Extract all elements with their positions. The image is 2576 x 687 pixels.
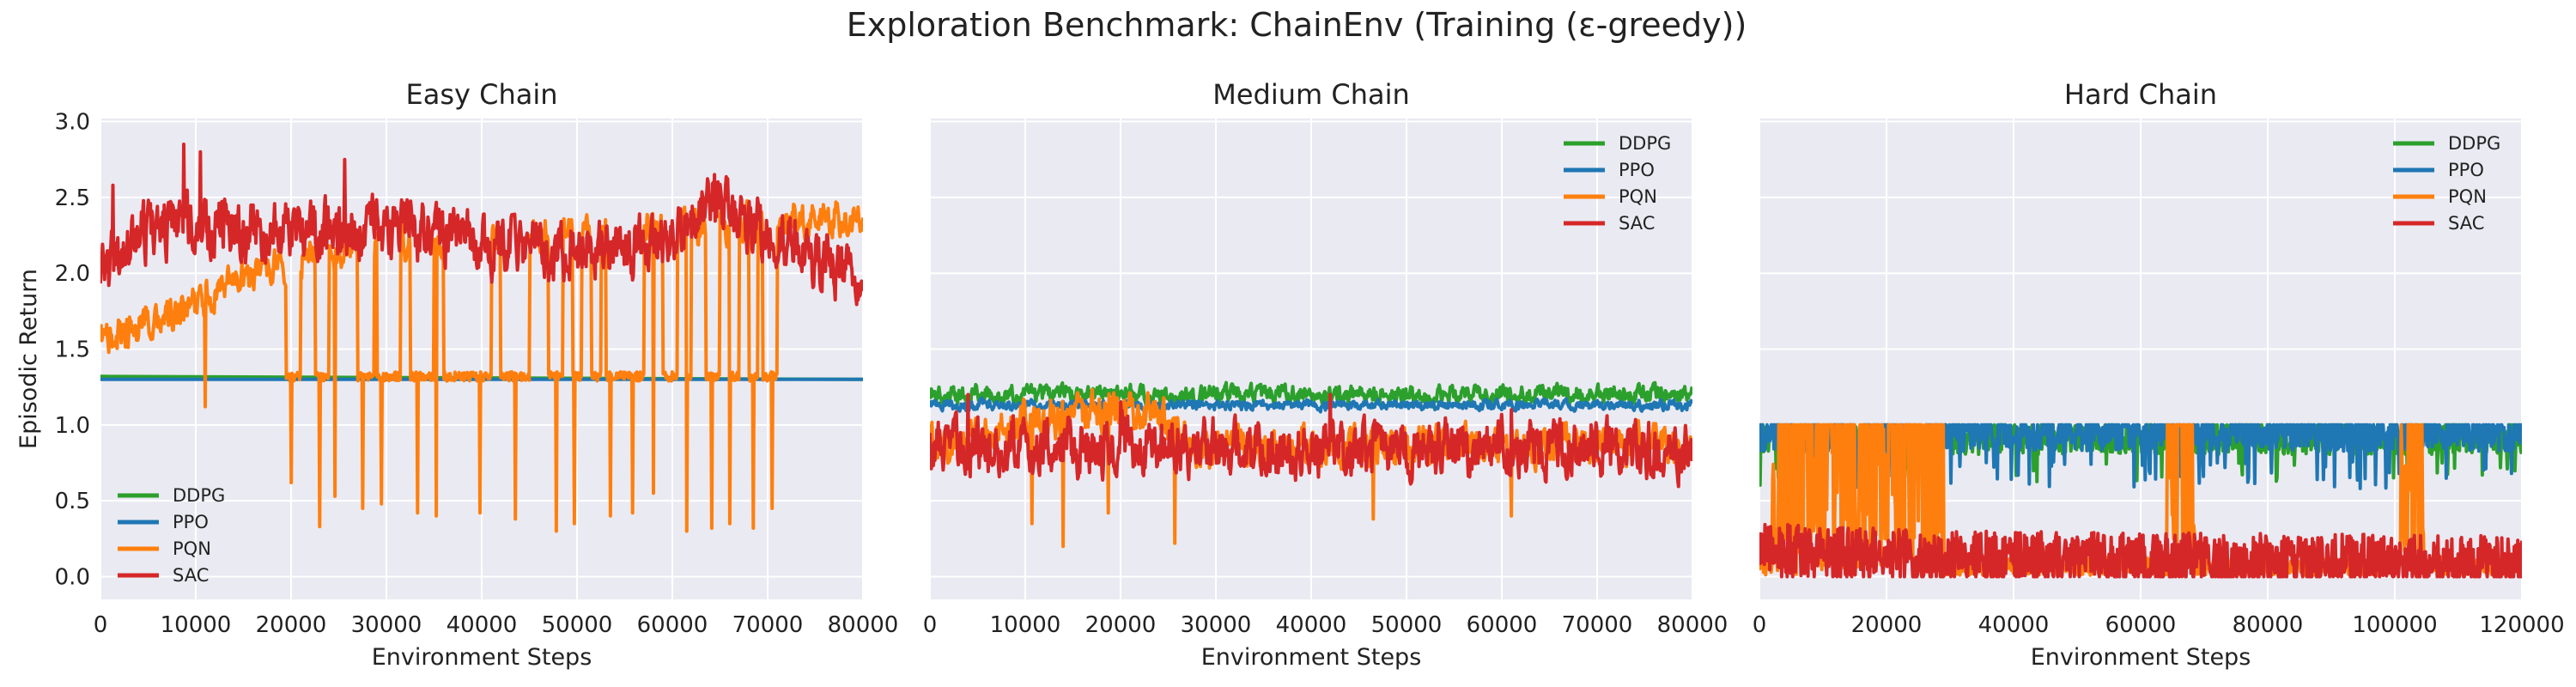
x-tick-label: 10000	[161, 612, 232, 638]
y-tick-label: 2.5	[55, 185, 90, 211]
series-lines	[930, 380, 1692, 549]
series-line-ddpg	[930, 380, 1692, 410]
y-tick-label: 0.0	[55, 565, 90, 591]
x-tick-label: 40000	[447, 612, 518, 638]
legend-label-ddpg: DDPG	[2448, 133, 2500, 154]
legend: DDPG PPO PQN SAC	[1564, 133, 1671, 234]
series-line-ppo	[1759, 423, 2522, 490]
x-axis-label: Environment Steps	[2031, 644, 2251, 671]
panel-1: Easy Chain 0 10000 20000 30000 40000 50000 6000…	[15, 78, 898, 671]
legend: DDPG PPO PQN SAC	[118, 485, 225, 586]
series-line-sac	[930, 392, 1692, 489]
figure-title: Exploration Benchmark: ChainEnv (Trainin…	[847, 6, 1747, 44]
legend-label-ppo: PPO	[2448, 160, 2484, 180]
x-tick-label: 60000	[2105, 612, 2177, 638]
legend-label-ppo: PPO	[1619, 160, 1655, 180]
series-line-sac	[100, 143, 863, 307]
y-tick-label: 3.0	[55, 110, 90, 136]
legend: DDPG PPO PQN SAC	[2393, 133, 2500, 234]
panel-3: Hard Chain 0 20000 40000 60000 80000 100000 120…	[1753, 78, 2565, 671]
y-tick-label: 2.0	[55, 261, 90, 287]
x-tick-label: 0	[923, 612, 938, 638]
x-tick-label: 60000	[637, 612, 708, 638]
legend-label-sac: SAC	[1619, 213, 1655, 234]
x-tick-label: 40000	[1276, 612, 1347, 638]
y-tick-label: 0.5	[55, 489, 90, 514]
x-tick-label: 70000	[732, 612, 804, 638]
panel-title: Easy Chain	[405, 78, 557, 111]
y-tick-label: 1.0	[55, 413, 90, 439]
series-line-ppo	[930, 396, 1692, 414]
x-tick-label: 20000	[1085, 612, 1157, 638]
legend-label-sac: SAC	[173, 565, 209, 586]
x-tick-label: 40000	[1978, 612, 2050, 638]
x-tick-label: 100000	[2352, 612, 2437, 638]
series-line-sac	[1759, 522, 2522, 579]
panel-2: Medium Chain 0 10000 20000 30000 40000 50000 60…	[923, 78, 1728, 671]
legend-label-ddpg: DDPG	[1619, 133, 1671, 154]
y-tick-label: 1.5	[55, 337, 90, 363]
legend-label-sac: SAC	[2448, 213, 2484, 234]
x-tick-label: 60000	[1467, 612, 1538, 638]
series-line-pqn	[100, 198, 863, 533]
panel-title: Medium Chain	[1212, 78, 1410, 111]
x-tick-label: 10000	[990, 612, 1061, 638]
series-lines	[100, 143, 863, 533]
x-tick-label: 0	[1753, 612, 1767, 638]
legend-label-pqn: PQN	[1619, 186, 1657, 207]
x-tick-label: 80000	[828, 612, 899, 638]
x-axis-label: Environment Steps	[372, 644, 592, 671]
legend-label-ppo: PPO	[173, 512, 209, 532]
x-tick-label: 80000	[1657, 612, 1728, 638]
x-tick-label: 120000	[2479, 612, 2564, 638]
legend-label-pqn: PQN	[2448, 186, 2487, 207]
legend-label-ddpg: DDPG	[173, 485, 225, 506]
x-axis-label: Environment Steps	[1201, 644, 1422, 671]
x-tick-label: 80000	[2233, 612, 2304, 638]
panel-title: Hard Chain	[2064, 78, 2217, 111]
x-tick-label: 50000	[542, 612, 613, 638]
x-tick-label: 20000	[1851, 612, 1923, 638]
x-tick-label: 0	[94, 612, 108, 638]
x-tick-label: 50000	[1371, 612, 1443, 638]
legend-label-pqn: PQN	[173, 538, 211, 559]
series-lines	[1759, 423, 2522, 579]
x-tick-label: 20000	[256, 612, 327, 638]
x-tick-label: 30000	[351, 612, 422, 638]
x-tick-label: 30000	[1181, 612, 1252, 638]
y-axis-label: Episodic Return	[15, 269, 42, 449]
x-tick-label: 70000	[1562, 612, 1633, 638]
